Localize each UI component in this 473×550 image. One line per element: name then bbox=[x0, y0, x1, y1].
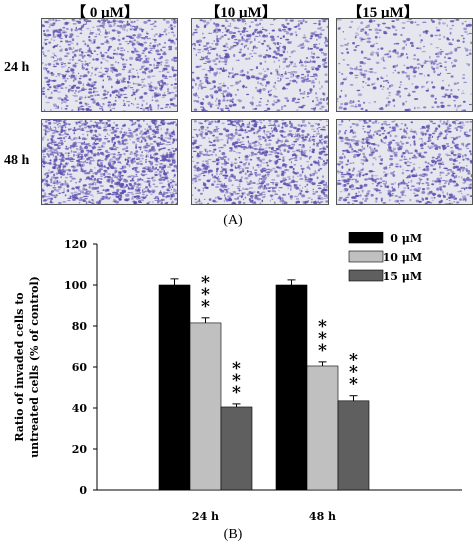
significance-star: * bbox=[232, 383, 241, 403]
legend-label: 10 μM bbox=[383, 251, 422, 264]
column-header-15um: 【15 μM】 bbox=[347, 5, 419, 21]
y-tick-label: 80 bbox=[72, 320, 88, 333]
significance-star: * bbox=[201, 297, 210, 317]
y-tick-label: 60 bbox=[72, 361, 88, 374]
legend-label: 15 μM bbox=[383, 270, 422, 283]
micrograph-48h-10um bbox=[191, 119, 329, 205]
column-header-0um: 【 0 μM】 bbox=[71, 5, 139, 21]
significance-star: * bbox=[349, 375, 358, 395]
significance-star: * bbox=[318, 329, 327, 349]
y-tick-label: 100 bbox=[64, 279, 87, 292]
legend-label: 0 μM bbox=[390, 232, 422, 245]
bar bbox=[158, 284, 191, 491]
bar bbox=[337, 400, 370, 491]
bar bbox=[220, 406, 253, 491]
y-tick-label: 20 bbox=[72, 443, 88, 456]
y-axis-label-line2: untreated cells (% of control) bbox=[28, 276, 41, 458]
x-tick-label: 24 h bbox=[192, 510, 219, 523]
micrograph-48h-15um bbox=[336, 119, 473, 205]
y-axis-label-line1: Ratio of invaded cells to bbox=[13, 292, 26, 441]
row-label-24h: 24 h bbox=[4, 60, 30, 75]
y-tick-label: 40 bbox=[72, 402, 88, 415]
significance-star: * bbox=[349, 351, 358, 371]
significance-star: * bbox=[232, 359, 241, 379]
column-header-10um: 【10 μM】 bbox=[205, 5, 277, 21]
significance-star: * bbox=[318, 341, 327, 361]
panel-b-label: (B) bbox=[223, 527, 243, 542]
significance-star: * bbox=[232, 371, 241, 391]
significance-star: * bbox=[318, 317, 327, 337]
legend-swatch bbox=[348, 269, 384, 282]
micrograph-48h-0um bbox=[41, 119, 178, 205]
bar bbox=[189, 322, 222, 491]
x-tick-label: 48 h bbox=[309, 510, 336, 523]
micrograph-24h-10um bbox=[191, 18, 329, 112]
panel-a-label: (A) bbox=[223, 213, 243, 228]
micrograph-24h-15um bbox=[336, 18, 473, 112]
y-tick-label: 0 bbox=[79, 484, 87, 497]
significance-star: * bbox=[201, 285, 210, 305]
legend-swatch bbox=[348, 250, 384, 263]
micrograph-24h-0um bbox=[41, 18, 178, 112]
y-tick-label: 120 bbox=[64, 238, 87, 251]
legend-swatch bbox=[348, 232, 384, 244]
invasion-bar-chart: 0 20 40 60 80 100 120 Ratio of invaded cells to… bbox=[13, 232, 462, 523]
bar bbox=[306, 365, 339, 491]
significance-star: * bbox=[201, 273, 210, 293]
bar bbox=[275, 284, 308, 491]
significance-star: * bbox=[349, 363, 358, 383]
row-label-48h: 48 h bbox=[4, 153, 30, 168]
